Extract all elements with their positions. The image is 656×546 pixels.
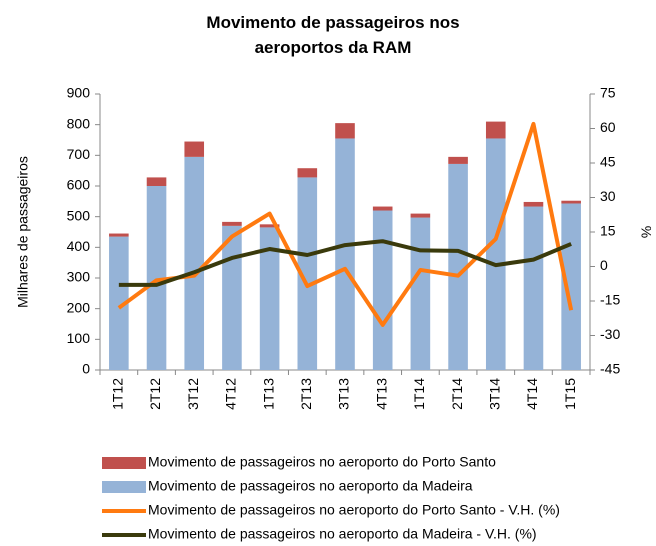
bar	[372, 210, 393, 370]
bar	[410, 217, 431, 370]
bar	[146, 186, 167, 370]
bar	[448, 156, 468, 164]
x-tick-label: 1T13	[260, 378, 276, 410]
bar	[146, 177, 167, 186]
x-tick-label: 2T14	[449, 378, 465, 410]
x-tick-label: 4T13	[373, 378, 389, 410]
chart-title: Movimento de passageiros nos aeroportos …	[206, 13, 460, 57]
x-tick-label: 1T15	[562, 378, 578, 410]
y-tick-label: 400	[67, 238, 91, 254]
x-tick-label: 2T13	[298, 378, 314, 410]
bar	[523, 201, 544, 207]
bar	[259, 224, 280, 228]
y2-tick-label: -15	[600, 292, 620, 308]
legend-label: Movimento de passageiros no aeroporto do…	[148, 454, 496, 470]
y-tick-label: 900	[67, 85, 91, 101]
y-axis-label: Milhares de passageiros	[15, 156, 31, 308]
bar	[485, 121, 506, 139]
x-tick-label: 1T12	[110, 378, 126, 410]
x-tick-label: 3T13	[336, 378, 352, 410]
y2-tick-label: 75	[600, 85, 616, 101]
bar	[297, 177, 318, 370]
bar	[561, 200, 581, 204]
x-tick-label: 2T12	[147, 378, 163, 410]
y-tick-label: 200	[67, 299, 91, 315]
x-tick-label: 4T12	[223, 378, 239, 410]
y-tick-label: 500	[67, 207, 91, 223]
legend-label: Movimento de passageiros no aeroporto do…	[148, 502, 560, 518]
bar	[335, 123, 355, 139]
x-tick-label: 1T14	[411, 378, 427, 410]
line	[118, 239, 572, 287]
bar	[372, 206, 393, 211]
line	[117, 121, 574, 327]
bar	[184, 156, 205, 370]
bar	[523, 206, 544, 370]
y2-tick-label: -30	[600, 326, 620, 342]
y2-tick-label: 0	[600, 257, 608, 273]
y2-tick-label: 15	[600, 223, 616, 239]
bar	[561, 203, 581, 370]
y-tick-label: 700	[67, 146, 91, 162]
bar	[184, 141, 205, 157]
y2-tick-label: -45	[600, 361, 620, 377]
x-tick-label: 4T14	[524, 378, 540, 410]
y-tick-label: 600	[67, 177, 91, 193]
x-tick-label: 3T14	[486, 378, 502, 410]
bar	[222, 221, 242, 226]
bar	[109, 236, 129, 370]
bar	[335, 138, 355, 370]
bar	[485, 138, 506, 370]
y-tick-label: 100	[67, 330, 91, 346]
bar	[297, 168, 318, 178]
bar	[109, 233, 129, 237]
bar	[222, 225, 242, 370]
y-tick-label: 300	[67, 269, 91, 285]
bar	[410, 213, 431, 218]
y-tick-label: 0	[82, 361, 90, 377]
y2-tick-label: 60	[600, 119, 616, 135]
y2-axis-label: %	[638, 226, 654, 238]
legend-label: Movimento de passageiros no aeroporto da…	[148, 478, 473, 494]
bar	[448, 163, 468, 370]
bar	[259, 227, 280, 370]
y2-tick-label: 45	[600, 154, 616, 170]
legend-swatch	[102, 457, 146, 469]
y2-tick-label: 30	[600, 188, 616, 204]
legend-label: Movimento de passageiros no aeroporto da…	[148, 526, 537, 542]
y-tick-label: 800	[67, 115, 91, 131]
x-tick-label: 3T12	[185, 378, 201, 410]
legend-swatch	[102, 481, 146, 493]
